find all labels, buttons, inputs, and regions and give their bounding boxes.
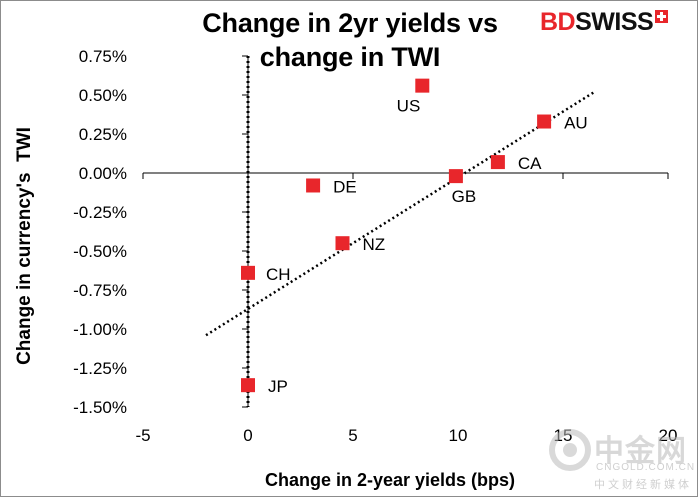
- data-point-jp: [241, 378, 255, 393]
- data-point-us: [415, 78, 430, 93]
- y-tick-label: -1.00%: [73, 320, 127, 339]
- point-label-us: US: [397, 97, 421, 116]
- data-point-ca: [490, 155, 505, 170]
- chart-title-line-2: change in TWI: [259, 42, 441, 72]
- watermark-subtitle: 中文财经新媒体: [594, 479, 692, 491]
- watermark-emblem-icon: [549, 429, 591, 471]
- point-label-ca: CA: [518, 154, 542, 173]
- y-tick-label: -1.50%: [73, 398, 127, 417]
- x-tick-label: 5: [348, 426, 357, 445]
- y-tick-label: 0.00%: [79, 164, 127, 183]
- data-point-gb: [448, 169, 463, 184]
- y-tick-label: -0.75%: [73, 281, 127, 300]
- y-tick-label: 0.25%: [79, 125, 127, 144]
- y-tick-label: -1.25%: [73, 359, 127, 378]
- data-point-au: [537, 114, 552, 129]
- chart-title-line-1: Change in 2yr yields vs: [202, 8, 498, 38]
- point-label-de: DE: [333, 177, 357, 196]
- x-axis-label: Change in 2-year yields (bps): [264, 470, 516, 490]
- x-tick-label: 0: [243, 426, 252, 445]
- data-point-nz: [335, 236, 350, 251]
- watermark-url: CNGOLD.COM.CN: [596, 462, 696, 473]
- point-label-jp: JP: [268, 377, 288, 396]
- logo-swiss: SWISS: [575, 8, 654, 36]
- point-label-au: AU: [564, 114, 588, 133]
- data-point-ch: [241, 265, 255, 280]
- y-tick-label: 0.50%: [79, 86, 127, 105]
- logo-bd: BD: [540, 8, 576, 36]
- cngold-watermark: 中金网 CNGOLD.COM.CN 中文财经新媒体: [548, 426, 694, 496]
- trendline: [205, 90, 596, 337]
- y-tick-label: -0.50%: [73, 242, 127, 261]
- y-axis-label: Change in currency's TWI: [14, 127, 35, 365]
- point-label-nz: NZ: [363, 235, 386, 254]
- bdswiss-logo: BDSWISS: [540, 8, 669, 37]
- x-tick-label: -5: [135, 426, 150, 445]
- y-tick-label: 0.75%: [79, 47, 127, 66]
- x-tick-label: 20: [659, 426, 678, 445]
- swiss-flag-icon: [655, 10, 669, 23]
- y-tick-label: -0.25%: [73, 203, 127, 222]
- data-point-de: [306, 178, 321, 193]
- point-label-gb: GB: [452, 187, 477, 206]
- point-label-ch: CH: [266, 265, 291, 284]
- watermark-text: 中金网: [594, 435, 687, 468]
- x-tick-label: 10: [449, 426, 468, 445]
